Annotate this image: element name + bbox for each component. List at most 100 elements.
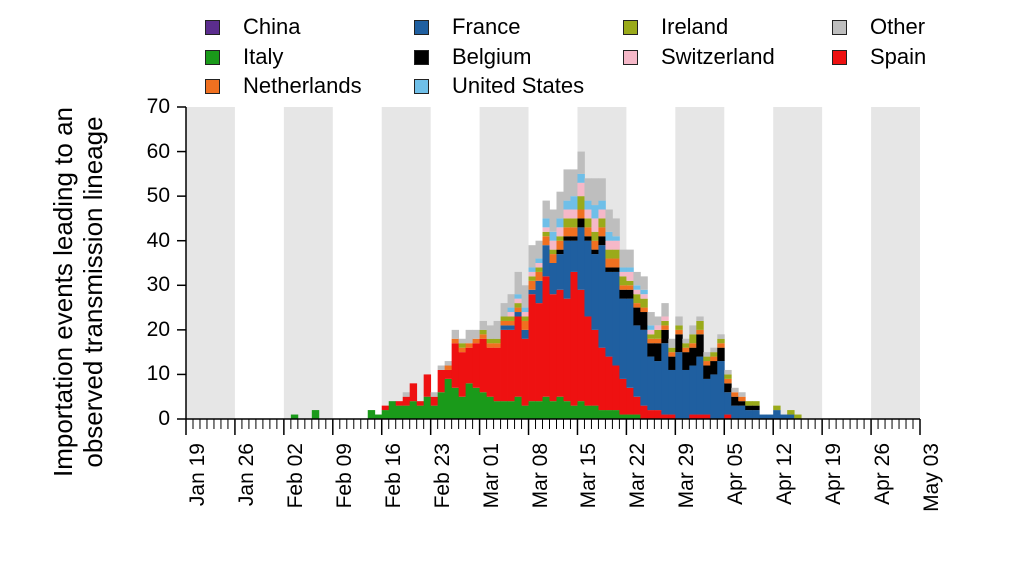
- bar-ireland: [500, 316, 508, 321]
- legend-label: Netherlands: [243, 73, 362, 98]
- bar-ireland: [717, 338, 725, 344]
- bar-netherlands: [451, 338, 460, 344]
- bar-france: [752, 410, 760, 419]
- y-tick-label: 0: [158, 407, 170, 430]
- bar-switzerland: [507, 312, 515, 317]
- y-tick-label: 10: [146, 362, 170, 386]
- bar-france: [766, 414, 774, 419]
- bar-france: [612, 271, 620, 366]
- x-tick-label: Feb 23: [430, 443, 454, 509]
- bar-other: [437, 365, 446, 370]
- bar-belgium: [682, 352, 690, 370]
- bar-spain: [528, 294, 536, 402]
- y-axis-title-line-2: observed transmission lineage: [78, 116, 108, 468]
- bar-spain: [486, 347, 494, 397]
- bar-ireland: [654, 329, 662, 339]
- bar-italy: [570, 405, 578, 419]
- bar-italy: [437, 392, 446, 419]
- bar-italy: [591, 405, 599, 419]
- bar-ireland: [773, 405, 781, 411]
- bar-ireland: [668, 347, 676, 353]
- bar-italy: [381, 410, 390, 419]
- bar-italy: [458, 396, 467, 419]
- bar-spain: [451, 343, 460, 388]
- bar-france: [577, 227, 585, 290]
- legend-label: United States: [452, 73, 585, 98]
- bar-ireland: [542, 231, 550, 237]
- bar-italy: [514, 396, 522, 419]
- bar-france: [591, 254, 599, 330]
- bar-netherlands: [444, 365, 453, 370]
- bar-france: [598, 245, 606, 348]
- bar-ireland: [682, 343, 690, 348]
- legend-swatch: [205, 78, 220, 94]
- bar-netherlands: [514, 307, 522, 313]
- bar-italy: [367, 410, 376, 419]
- bar-netherlands: [458, 347, 467, 353]
- bar-italy: [598, 410, 606, 419]
- bar-switzerland: [640, 294, 648, 299]
- bar-united-states: [570, 196, 578, 210]
- week-band: [871, 107, 920, 419]
- y-tick-label: 50: [146, 184, 170, 208]
- bar-netherlands: [584, 227, 592, 237]
- bar-switzerland: [542, 227, 550, 232]
- bar-belgium: [556, 249, 564, 255]
- bar-italy: [528, 401, 536, 419]
- bar-spain: [381, 405, 390, 411]
- bar-italy: [409, 401, 418, 419]
- bar-belgium: [633, 307, 641, 326]
- bar-italy: [430, 405, 439, 419]
- bar-netherlands: [710, 356, 718, 362]
- bar-ireland: [591, 231, 599, 241]
- bar-spain: [563, 298, 571, 402]
- bar-italy: [451, 387, 460, 419]
- bar-switzerland: [626, 271, 634, 281]
- bar-ireland: [703, 356, 711, 362]
- bar-other: [542, 200, 550, 219]
- bar-united-states: [563, 200, 571, 210]
- bar-other: [402, 392, 411, 397]
- bar-united-states: [619, 267, 627, 272]
- bar-united-states: [598, 200, 606, 210]
- bar-ireland: [619, 276, 627, 286]
- y-tick-label: 40: [146, 228, 170, 252]
- bar-united-states: [542, 218, 550, 228]
- bar-spain: [458, 352, 467, 397]
- bar-netherlands: [717, 343, 725, 348]
- bar-belgium: [661, 329, 669, 344]
- bar-other: [682, 338, 690, 344]
- bar-france: [626, 298, 634, 388]
- bar-netherlands: [689, 343, 697, 348]
- bar-ireland: [794, 414, 802, 419]
- bar-united-states: [626, 267, 634, 272]
- x-tick-label: Apr 26: [871, 443, 895, 505]
- bar-spain: [696, 414, 704, 419]
- bar-france: [724, 392, 732, 415]
- bar-netherlands: [500, 320, 508, 326]
- bar-france: [745, 410, 753, 419]
- bar-other: [640, 276, 648, 290]
- bar-ireland: [598, 218, 606, 228]
- legend-item-united-states: United States: [414, 73, 585, 98]
- bar-france: [675, 352, 683, 419]
- legend-item-china: China: [205, 14, 300, 39]
- bar-ireland: [528, 276, 536, 281]
- bar-netherlands: [577, 209, 585, 219]
- week-band: [773, 107, 823, 419]
- bar-spain: [423, 374, 432, 397]
- bar-ireland: [549, 249, 557, 255]
- bar-spain: [703, 414, 711, 419]
- bar-spain: [584, 316, 592, 406]
- bar-ireland: [724, 374, 732, 379]
- bar-italy: [619, 414, 627, 419]
- bar-netherlands: [598, 227, 606, 237]
- bar-spain: [395, 401, 404, 406]
- bar-switzerland: [563, 209, 571, 219]
- bar-netherlands: [465, 343, 474, 348]
- bar-netherlands: [661, 325, 669, 330]
- bar-switzerland: [605, 240, 613, 250]
- bar-ireland: [647, 334, 655, 339]
- bar-switzerland: [535, 263, 543, 268]
- bar-italy: [479, 392, 487, 419]
